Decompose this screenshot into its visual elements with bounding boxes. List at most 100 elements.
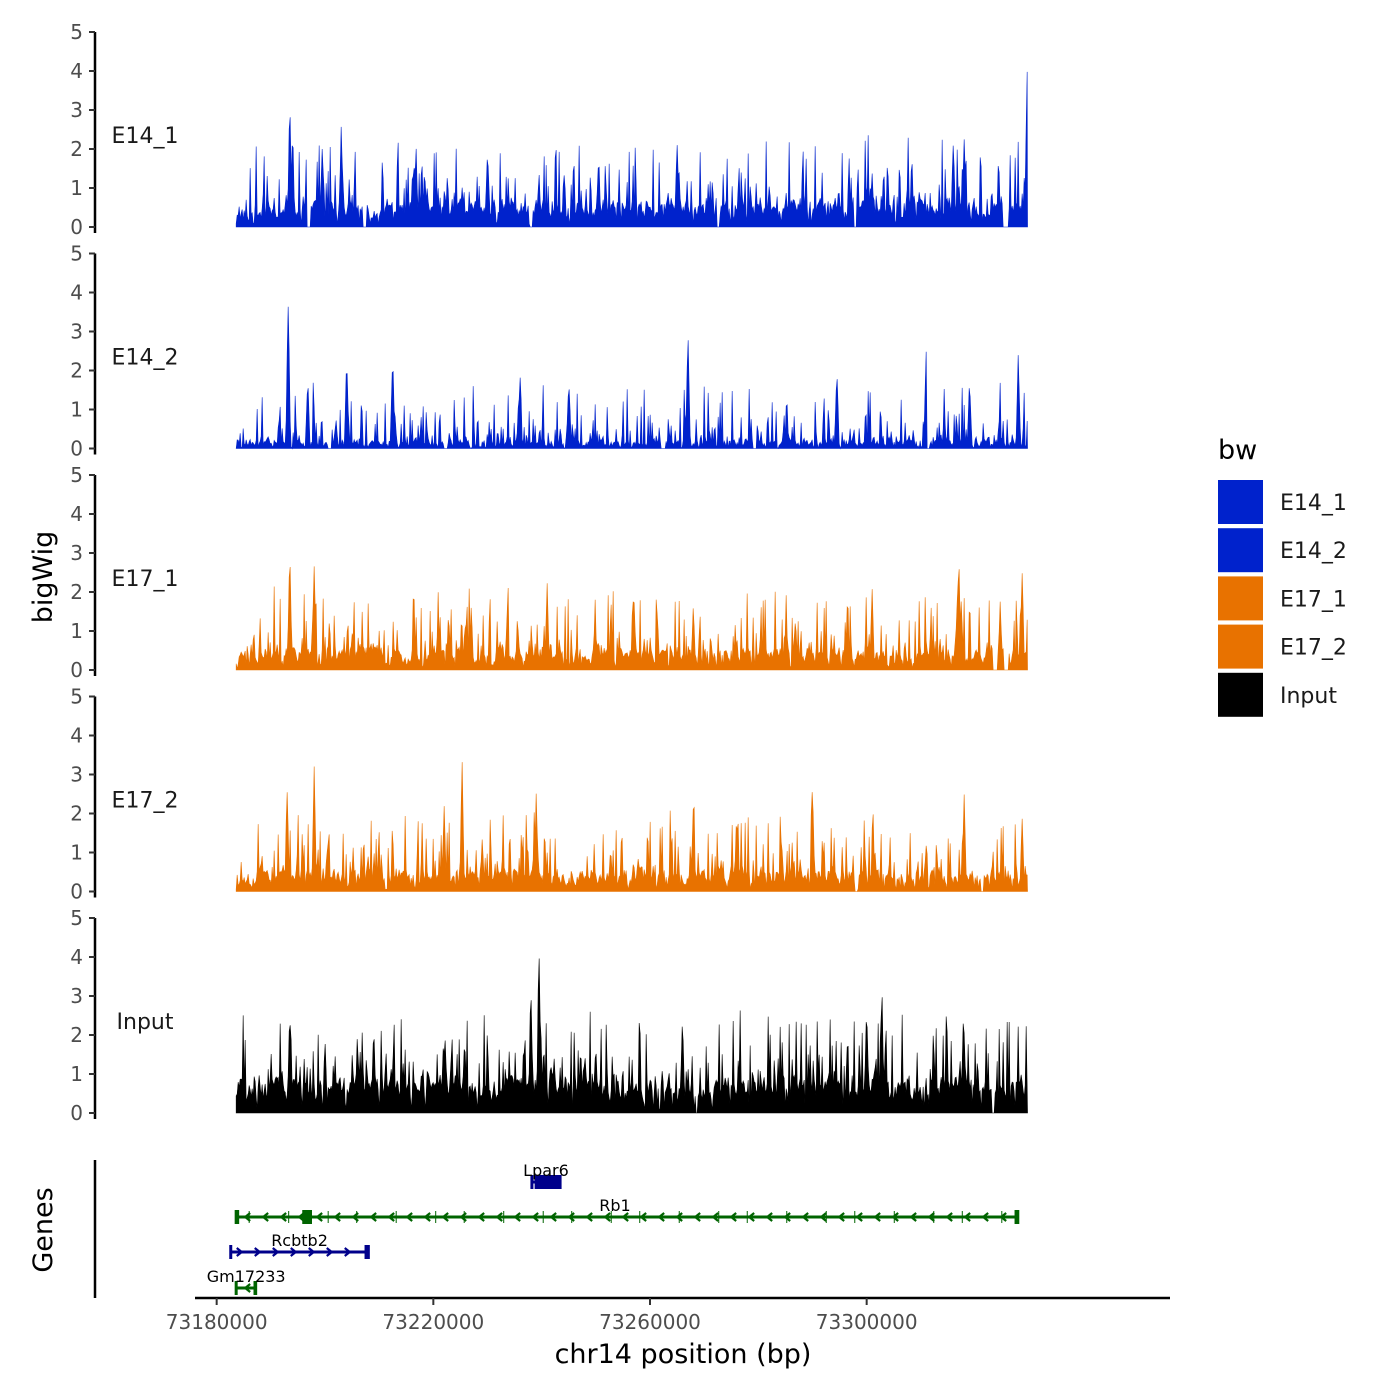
y-tick-label: 0 bbox=[70, 1101, 83, 1125]
strand-arrow bbox=[513, 1212, 521, 1222]
strand-arrow bbox=[855, 1212, 863, 1222]
legend-label: E14_1 bbox=[1280, 491, 1347, 516]
y-tick-label: 5 bbox=[70, 242, 83, 266]
tracks-group: 0 1 2 3 4 5 E14_1 0 1 2 3 4 5 E14_2 0 1 2 3 4 5 E17_1 0 1 2 3 4 5 E… bbox=[70, 20, 1028, 1125]
y-tick-label: 3 bbox=[70, 541, 83, 565]
coverage-area-E14_1 bbox=[235, 71, 1028, 228]
strand-arrow bbox=[927, 1212, 935, 1222]
strand-arrow bbox=[693, 1212, 701, 1222]
strand-arrow bbox=[254, 1247, 262, 1257]
track-label-E17_1: E17_1 bbox=[112, 567, 179, 592]
strand-arrow bbox=[279, 1212, 287, 1222]
strand-arrow bbox=[981, 1212, 989, 1222]
x-tick-label: 73260000 bbox=[599, 1310, 701, 1334]
strand-arrow bbox=[837, 1212, 845, 1222]
strand-arrow bbox=[603, 1212, 611, 1222]
strand-arrow bbox=[272, 1247, 280, 1257]
y-tick-label: 3 bbox=[70, 763, 83, 787]
coverage-area-Input bbox=[235, 958, 1028, 1114]
y-tick-label: 1 bbox=[70, 1062, 83, 1086]
y-axis-title: bigWig bbox=[28, 531, 59, 624]
coverage-area-E14_2 bbox=[235, 306, 1028, 450]
strand-arrow bbox=[963, 1212, 971, 1222]
y-tick-label: 2 bbox=[70, 137, 83, 161]
legend-item-Input: Input bbox=[1218, 672, 1337, 717]
strand-arrow bbox=[308, 1247, 316, 1257]
y-tick-label: 1 bbox=[70, 176, 83, 200]
strand-arrow bbox=[801, 1212, 809, 1222]
y-tick-label: 4 bbox=[70, 724, 83, 748]
legend-swatch bbox=[1218, 576, 1263, 621]
strand-arrow bbox=[236, 1247, 244, 1257]
y-tick-label: 3 bbox=[70, 320, 83, 344]
strand-arrow bbox=[765, 1212, 773, 1222]
gene-Rcbtb2: Rcbtb2 bbox=[229, 1231, 370, 1259]
y-tick-label: 2 bbox=[70, 802, 83, 826]
track-label-Input: Input bbox=[117, 1010, 174, 1035]
strand-arrow bbox=[326, 1247, 334, 1257]
y-tick-label: 3 bbox=[70, 98, 83, 122]
strand-arrow bbox=[819, 1212, 827, 1222]
strand-arrow bbox=[747, 1212, 755, 1222]
x-tick-label: 73300000 bbox=[816, 1310, 918, 1334]
exon-box bbox=[253, 1281, 257, 1295]
strand-arrow bbox=[290, 1247, 298, 1257]
y-tick-label: 4 bbox=[70, 945, 83, 969]
exon-box bbox=[534, 1175, 561, 1189]
y-tick-label: 1 bbox=[70, 841, 83, 865]
strand-arrow bbox=[657, 1212, 665, 1222]
legend-swatch bbox=[1218, 624, 1263, 669]
track-E14_1: 0 1 2 3 4 5 E14_1 bbox=[70, 20, 1028, 239]
y-tick-label: 5 bbox=[70, 20, 83, 44]
genes-axis-title: Genes bbox=[28, 1187, 59, 1272]
track-E17_2: 0 1 2 3 4 5 E17_2 bbox=[70, 685, 1028, 904]
legend-item-E17_2: E17_2 bbox=[1218, 624, 1347, 669]
track-label-E17_2: E17_2 bbox=[112, 789, 179, 814]
y-tick-label: 1 bbox=[70, 398, 83, 422]
strand-arrow bbox=[441, 1212, 449, 1222]
strand-arrow bbox=[639, 1212, 647, 1222]
gene-label-Rb1: Rb1 bbox=[599, 1196, 630, 1215]
strand-arrow bbox=[423, 1212, 431, 1222]
track-E14_2: 0 1 2 3 4 5 E14_2 bbox=[70, 242, 1028, 461]
y-tick-label: 0 bbox=[70, 437, 83, 461]
legend-swatch bbox=[1218, 528, 1263, 573]
gene-label-Gm17233: Gm17233 bbox=[207, 1267, 286, 1286]
legend-item-E17_1: E17_1 bbox=[1218, 576, 1347, 621]
strand-arrow bbox=[369, 1212, 377, 1222]
y-tick-label: 0 bbox=[70, 880, 83, 904]
y-tick-label: 4 bbox=[70, 59, 83, 83]
gene-label-Rcbtb2: Rcbtb2 bbox=[271, 1231, 328, 1250]
y-tick-label: 4 bbox=[70, 502, 83, 526]
strand-arrow bbox=[531, 1212, 539, 1222]
strand-arrow bbox=[344, 1247, 352, 1257]
exon-box bbox=[364, 1245, 369, 1259]
strand-arrow bbox=[477, 1212, 485, 1222]
y-tick-label: 5 bbox=[70, 685, 83, 709]
track-label-E14_1: E14_1 bbox=[112, 124, 179, 149]
legend-label: Input bbox=[1280, 684, 1337, 709]
exon-box bbox=[236, 1210, 240, 1224]
strand-arrow bbox=[261, 1212, 269, 1222]
gene-Lpar6: Lpar6 bbox=[523, 1161, 569, 1189]
legend-label: E17_2 bbox=[1280, 636, 1347, 661]
y-tick-label: 5 bbox=[70, 906, 83, 930]
strand-arrow bbox=[333, 1212, 341, 1222]
y-tick-label: 2 bbox=[70, 1023, 83, 1047]
strand-arrow bbox=[315, 1212, 323, 1222]
y-tick-label: 0 bbox=[70, 215, 83, 239]
strand-arrow bbox=[711, 1212, 719, 1222]
strand-arrow bbox=[945, 1212, 953, 1222]
track-E17_1: 0 1 2 3 4 5 E17_1 bbox=[70, 463, 1028, 682]
x-tick-label: 73180000 bbox=[166, 1310, 268, 1334]
legend-swatch bbox=[1218, 480, 1263, 524]
legend-label: E14_2 bbox=[1280, 539, 1347, 564]
strand-arrow bbox=[549, 1212, 557, 1222]
strand-arrow bbox=[873, 1212, 881, 1222]
y-tick-label: 5 bbox=[70, 463, 83, 487]
strand-arrow bbox=[387, 1212, 395, 1222]
legend: E14_1 E14_2 E17_1 E17_2 Input bbox=[1218, 480, 1347, 717]
legend-label: E17_1 bbox=[1280, 587, 1347, 612]
coverage-area-E17_2 bbox=[235, 762, 1028, 892]
gene-label-Lpar6: Lpar6 bbox=[523, 1161, 569, 1180]
